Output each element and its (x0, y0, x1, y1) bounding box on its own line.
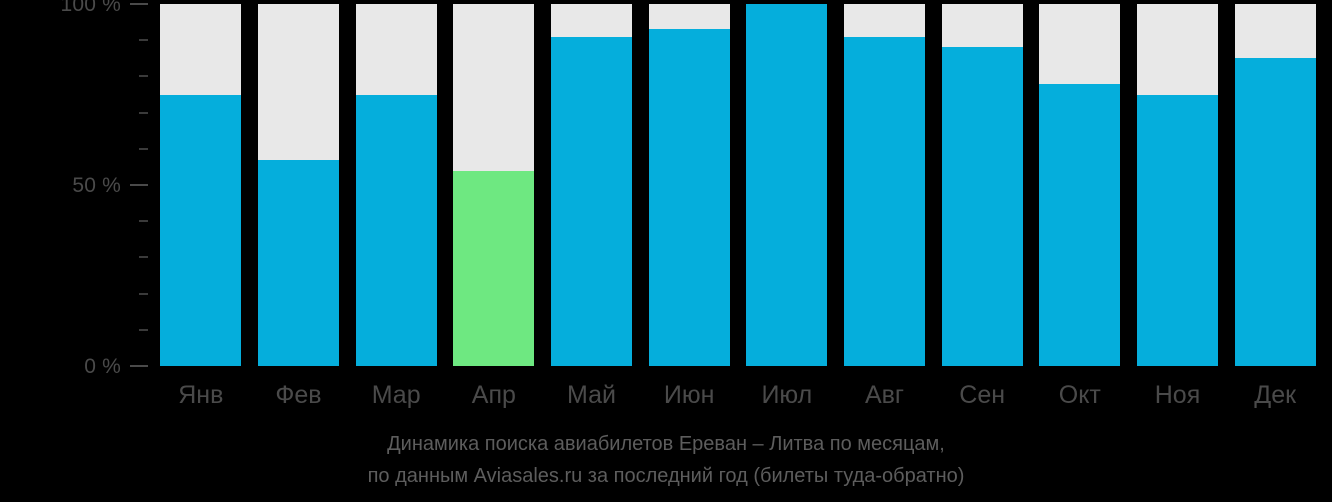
y-axis-tick-mark (139, 328, 148, 331)
y-axis-tick-mark (130, 184, 148, 186)
bar-value[interactable] (551, 36, 632, 366)
x-axis-label: Ноя (1154, 381, 1201, 409)
bar-column[interactable] (355, 4, 437, 366)
x-axis-label: Дек (1254, 381, 1297, 409)
y-axis-tick-mark (139, 292, 148, 295)
bar-column[interactable] (1039, 4, 1121, 366)
y-axis-tick-mark (139, 220, 148, 223)
y-axis-tick-mark (139, 75, 148, 78)
bar-column[interactable] (648, 4, 730, 366)
bar-column[interactable] (551, 4, 632, 366)
x-axis-label: Апр (471, 381, 516, 409)
bar-column[interactable] (453, 4, 535, 366)
bar-value[interactable] (1039, 83, 1121, 366)
y-axis-tick-mark (130, 365, 148, 367)
bar-column[interactable] (1137, 4, 1218, 366)
bar-column[interactable] (1234, 4, 1316, 366)
bar-value[interactable] (648, 29, 730, 366)
y-axis-tick-label: 50 % (72, 173, 121, 197)
bar-value[interactable] (941, 47, 1023, 366)
bar-column[interactable] (160, 4, 242, 366)
x-axis-label: Янв (178, 381, 224, 409)
bar-column[interactable] (941, 4, 1023, 366)
bar-column[interactable] (746, 4, 828, 366)
bar-value[interactable] (746, 4, 828, 366)
bar-value[interactable] (160, 94, 242, 366)
plot-area (152, 4, 1324, 366)
x-axis-label: Сен (959, 381, 1006, 409)
bar-value[interactable] (1234, 58, 1316, 366)
x-axis-label: Июн (663, 381, 715, 409)
bar-value[interactable] (844, 36, 925, 366)
x-axis-label: Мар (371, 381, 421, 409)
y-axis-tick-mark (130, 3, 148, 5)
y-axis-tick-mark (139, 39, 148, 42)
x-axis-label: Июл (761, 381, 813, 409)
bar-value[interactable] (258, 159, 339, 366)
y-axis-tick-mark (139, 147, 148, 150)
bar-column[interactable] (258, 4, 339, 366)
x-axis: Янв Фев Мар Апр Май Июн Июл Авг Сен Окт Ноя Дек (152, 372, 1324, 422)
x-axis-label: Фев (275, 381, 322, 409)
y-axis-tick-mark (139, 256, 148, 259)
bar-column[interactable] (844, 4, 925, 366)
x-axis-label: Май (566, 381, 616, 409)
x-axis-label: Окт (1058, 381, 1101, 409)
caption-line-subtitle: по данным Aviasales.ru за последний год … (367, 465, 965, 487)
caption-line-title: Динамика поиска авиабилетов Ереван – Лит… (387, 433, 945, 455)
y-axis-tick-label: 100 % (60, 0, 121, 16)
bar-value[interactable] (355, 94, 437, 366)
y-axis: 100 % 50 % 0 % (0, 0, 152, 502)
x-axis-label: Авг (864, 381, 905, 409)
y-axis-tick-label: 0 % (84, 354, 121, 378)
bar-value[interactable] (1137, 94, 1218, 366)
y-axis-tick-mark (139, 111, 148, 114)
bar-value[interactable] (453, 170, 535, 366)
chart-caption: Динамика поиска авиабилетов Ереван – Лит… (0, 428, 1332, 492)
